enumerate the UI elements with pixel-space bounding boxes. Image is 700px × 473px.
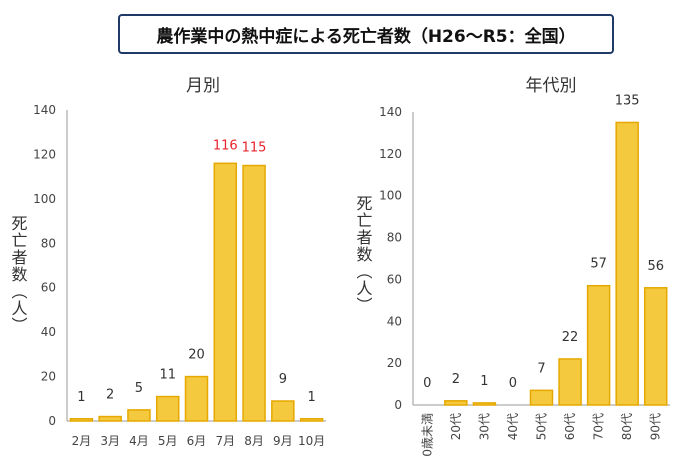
chart-monthly: 月別 死亡者数（人） 02040608010012014012月23月54月11… (9, 76, 326, 448)
chart-by-age-value-label: 0 (509, 376, 517, 391)
chart-by-age-value-label: 56 (647, 259, 664, 274)
chart-monthly-value-label: 5 (135, 381, 143, 396)
chart-by-age-x-tick: 90代 (649, 413, 663, 440)
chart-monthly-bar (213, 162, 238, 422)
chart-by-age-value-label: 2 (452, 372, 460, 387)
chart-monthly-bar (127, 409, 151, 422)
chart-monthly-x-tick: 10月 (298, 434, 325, 448)
chart-by-age-value-label: 22 (562, 330, 579, 345)
page-title: 農作業中の熱中症による死亡者数（H26～R5：全国） (118, 14, 614, 54)
chart-monthly-y-tick: 120 (33, 147, 56, 161)
chart-monthly-value-label: 1 (307, 390, 315, 405)
chart-by-age-bar (643, 287, 668, 406)
chart-monthly-ylabel: 死亡者数（人） (9, 215, 28, 334)
chart-monthly-bar (242, 164, 266, 422)
chart-monthly-x-tick: 3月 (100, 434, 120, 448)
chart-by-age-x-tick: 80代 (620, 413, 634, 440)
chart-monthly-title: 月別 (186, 76, 220, 96)
chart-by-age-bar (529, 389, 554, 406)
chart-by-age: 年代別 死亡者数（人） 0 20 40 60 80 100 120 140 0 0歳未満 2 20代 1… (354, 76, 670, 457)
chart-monthly-bar (69, 418, 94, 422)
chart-by-age-bar (586, 284, 611, 406)
chart-by-age-y-tick: 120 (379, 147, 402, 161)
chart-by-age-value-label: 7 (537, 361, 545, 376)
chart-monthly-x-tick: 4月 (129, 434, 149, 448)
chart-monthly-x-tick: 7月 (215, 434, 235, 448)
chart-by-age-y-tick: 140 (379, 105, 402, 119)
chart-monthly-value-label: 20 (188, 348, 205, 363)
chart-by-age-bar (444, 400, 468, 406)
chart-by-age-y-tick: 40 (387, 314, 402, 328)
chart-by-age-x-tick: 40代 (506, 413, 520, 440)
chart-by-age-x-tick: 0歳未満 (420, 413, 434, 457)
chart-monthly-y-tick: 0 (48, 414, 56, 428)
chart-monthly-value-label: 1 (77, 390, 85, 405)
chart-by-age-y-tick: 60 (387, 272, 402, 286)
chart-monthly-bar (98, 415, 122, 422)
chart-monthly-y-tick: 140 (33, 103, 56, 117)
chart-monthly-y-tick: 40 (41, 325, 56, 339)
chart-by-age-value-label: 0 (423, 376, 431, 391)
chart-by-age-y-tick: 100 (379, 189, 402, 203)
chart-monthly-bar (155, 395, 180, 422)
chart-monthly-x-tick: 6月 (187, 434, 207, 448)
chart-by-age-x-tick: 50代 (535, 413, 549, 440)
chart-by-age-y-tick: 0 (394, 398, 402, 412)
chart-monthly-value-label: 2 (106, 388, 114, 403)
chart-monthly-x-tick: 8月 (244, 434, 264, 448)
chart-monthly-x-tick: 5月 (158, 434, 178, 448)
chart-monthly-bar (299, 418, 324, 422)
chart-monthly-y-tick: 80 (41, 236, 56, 250)
chart-by-age-title: 年代別 (526, 76, 577, 96)
chart-by-age-x-tick: 20代 (449, 413, 463, 440)
chart-by-age-y-tick: 80 (387, 231, 402, 245)
chart-by-age-ylabel: 死亡者数（人） (354, 195, 373, 314)
chart-by-age-y-tick: 20 (387, 356, 402, 370)
chart-monthly-y-tick: 60 (41, 281, 56, 295)
chart-monthly-y-tick: 20 (41, 370, 56, 384)
chart-by-age-value-label: 1 (480, 374, 488, 389)
chart-monthly-value-label: 115 (242, 141, 267, 156)
chart-by-age-x-tick: 70代 (592, 413, 606, 440)
chart-monthly-bar (184, 375, 209, 422)
chart-by-age-value-label: 57 (590, 257, 607, 272)
chart-by-age-bar (472, 402, 497, 406)
chart-by-age-value-label: 135 (615, 93, 640, 108)
chart-by-age-x-tick: 30代 (477, 413, 491, 440)
chart-by-age-x-tick: 60代 (563, 413, 577, 440)
chart-monthly-x-tick: 2月 (72, 434, 92, 448)
chart-monthly-value-label: 9 (279, 372, 287, 387)
chart-monthly-value-label: 116 (213, 138, 238, 153)
chart-monthly-value-label: 11 (159, 368, 176, 383)
chart-by-age-bar (615, 121, 639, 406)
chart-monthly-y-tick: 100 (33, 192, 56, 206)
chart-monthly-bar (271, 400, 295, 422)
chart-monthly-x-tick: 9月 (273, 434, 293, 448)
chart-by-age-bar (558, 358, 582, 406)
